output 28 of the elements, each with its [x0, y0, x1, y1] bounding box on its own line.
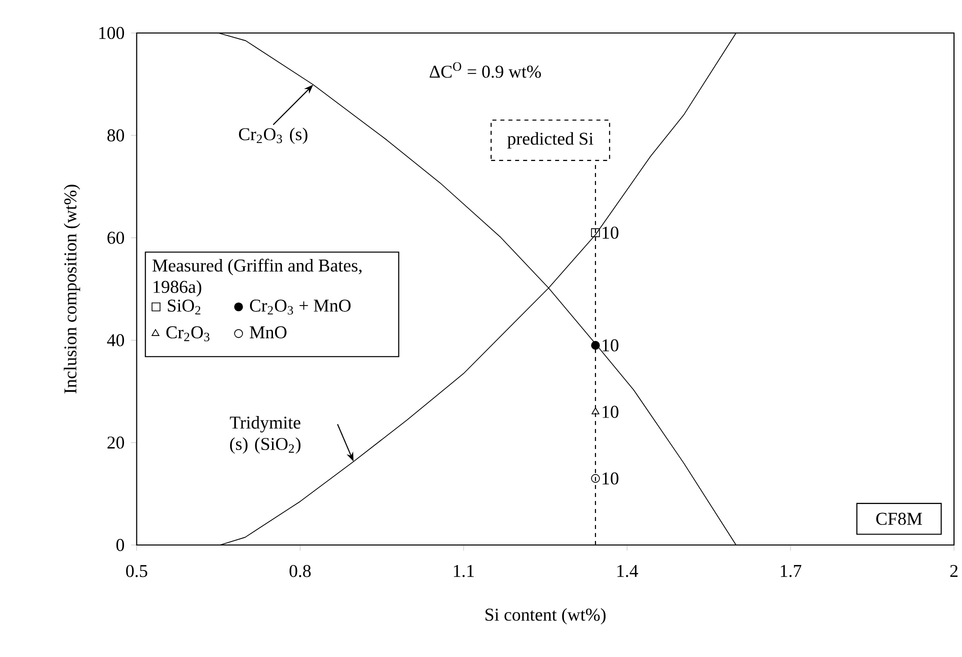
- annotation: Cr$_{2}$O$_{3}$ (s): [238, 128, 308, 144]
- ref-line-label: predicted Si: [507, 132, 594, 148]
- legend-label: Cr$_{2}$O$_{3}$ + MnO: [250, 300, 351, 315]
- x-tick-label: 0.8: [290, 564, 311, 578]
- annotation: 10: [602, 339, 618, 352]
- legend-label: Cr$_{2}$O$_{3}$: [166, 326, 210, 342]
- y-tick-label: 40: [107, 334, 124, 346]
- legend-title: Measured (Griffin and Bates, 1986a): [152, 258, 362, 297]
- y-tick-label: 0: [116, 538, 124, 552]
- y-tick-label: 100: [99, 26, 124, 40]
- y-axis-title: Inclusion composition (wt%): [64, 184, 80, 394]
- y-tick-label: 60: [107, 232, 124, 244]
- annotation: 10: [602, 472, 618, 485]
- x-tick-label: 1.1: [454, 564, 474, 578]
- annotation: 10: [602, 226, 618, 239]
- annotation: Tridymite (s) (SiO$_{2}$): [230, 416, 300, 454]
- x-tick-label: 2: [950, 564, 958, 577]
- x-axis-title: Si content (wt%): [486, 608, 606, 624]
- x-tick-label: 1.7: [780, 564, 802, 578]
- x-tick-label: 1.4: [617, 564, 638, 578]
- x-tick-label: 0.5: [126, 564, 148, 578]
- annotation: ΔC$^{O}$ = 0.9 wt%: [430, 62, 541, 78]
- y-tick-label: 80: [107, 129, 124, 142]
- annotation: 10: [602, 406, 618, 418]
- y-tick-label: 20: [108, 436, 124, 449]
- legend-label: MnO: [250, 326, 286, 338]
- legend-label: SiO$_{2}$: [168, 300, 200, 314]
- annotation: CF8M: [876, 512, 922, 525]
